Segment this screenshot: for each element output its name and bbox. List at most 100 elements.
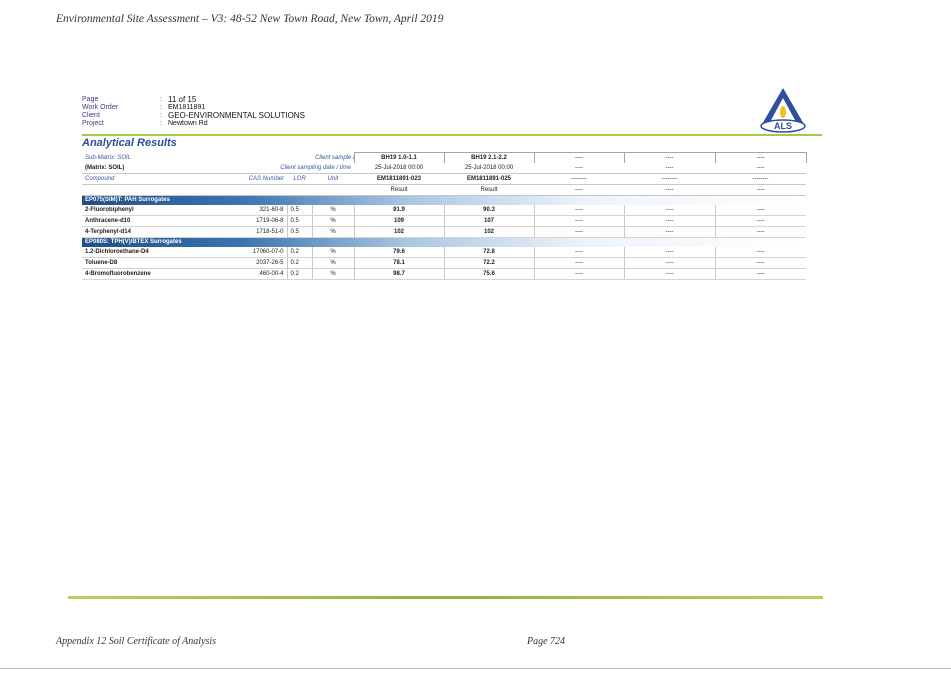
lab-id: EM1811891-025 (444, 173, 534, 185)
value-cell: 102 (353, 226, 444, 238)
info-row-project: Project : Newtown Rd (82, 120, 208, 127)
cas-cell: 1718-51-0 (232, 226, 287, 238)
section-header: EP080S: TPH(V)/BTEX Surrogates (82, 237, 806, 247)
value-cell: 98.7 (353, 268, 444, 280)
info-value: 11 of 15 (168, 95, 197, 104)
compound-header: Compound (82, 173, 232, 185)
value-cell: ---- (623, 257, 715, 269)
table-row: 4-Bromofluorobenzene 460-00-4 0.2 % 98.7… (82, 268, 806, 280)
lab-id: -------- (624, 173, 715, 185)
info-row-client: Client : GEO-ENVIRONMENTAL SOLUTIONS (82, 111, 305, 120)
unit-cell: % (311, 226, 354, 238)
value-cell: ---- (714, 205, 806, 216)
value-cell: ---- (533, 257, 624, 269)
value-cell: ---- (714, 257, 806, 269)
header-row-columns: Compound CAS Number LOR Unit EM1811891-0… (82, 173, 806, 185)
value-cell: ---- (623, 215, 715, 227)
table-row: Toluene-D8 2037-26-5 0.2 % 78.1 72.2 ---… (82, 257, 806, 269)
cas-cell: 2037-26-5 (232, 257, 287, 269)
table-row: Anthracene-d10 1719-06-8 0.5 % 109 107 -… (82, 215, 806, 227)
lor-cell: 0.2 (286, 257, 312, 269)
sample-date: 25-Jul-2018 00:00 (444, 163, 534, 174)
page-bottom-edge (0, 668, 951, 669)
value-cell: ---- (623, 247, 715, 258)
value-cell: 72.8 (443, 247, 534, 258)
lor-cell: 0.2 (286, 268, 312, 280)
unit-cell: % (311, 257, 354, 269)
result-label: ---- (715, 184, 806, 196)
sub-matrix: Sub-Matrix: SOIL (85, 154, 132, 161)
compound-cell: Toluene-D8 (82, 257, 232, 269)
lab-id: EM1811891-023 (354, 173, 444, 185)
cas-cell: 17060-07-0 (232, 247, 287, 258)
report-info: Page : 11 of 15 Work Order : EM1811891 C… (82, 96, 305, 128)
value-cell: 78.1 (353, 257, 444, 269)
client-sampling-label: Client sampling date / time (232, 163, 354, 174)
value-cell: ---- (533, 205, 624, 216)
result-label: Result (354, 184, 444, 196)
page-header: Environmental Site Assessment – V3: 48-5… (56, 13, 444, 25)
table-row: 2-Fluorobiphenyl 321-60-8 0.5 % 91.9 90.… (82, 205, 806, 216)
value-cell: 75.6 (443, 268, 534, 280)
unit-header: Unit (312, 173, 354, 185)
section-title: EP080S: TPH(V)/BTEX Surrogates (82, 237, 806, 247)
value-cell: 91.9 (353, 205, 444, 216)
info-key: Work Order (82, 104, 119, 111)
info-value: EM1811891 (168, 104, 206, 111)
value-cell: 109 (353, 215, 444, 227)
lor-cell: 0.5 (286, 215, 312, 227)
cas-cell: 460-00-4 (232, 268, 287, 280)
section-header: EP075(SIM)T: PAH Surrogates (82, 195, 806, 205)
lab-id: -------- (534, 173, 624, 185)
result-label: ---- (624, 184, 715, 196)
sample-id: BH19 2.1-2.2 (443, 152, 535, 163)
info-key: Project (82, 120, 104, 127)
table-row: 1.2-Dichloroethane-D4 17060-07-0 0.2 % 7… (82, 247, 806, 258)
result-label: Result (444, 184, 534, 196)
unit-cell: % (311, 247, 354, 258)
lor-cell: 0.5 (286, 205, 312, 216)
info-value: Newtown Rd (168, 120, 208, 127)
sample-id: BH19 1.0-1.1 (353, 152, 445, 163)
header-row-result: Result Result ---- ---- ---- (82, 184, 806, 196)
info-row-page: Page : 11 of 15 (82, 95, 197, 104)
compound-cell: 1.2-Dichloroethane-D4 (82, 247, 232, 258)
logo-text: ALS (774, 121, 792, 131)
sample-id: ---- (714, 152, 807, 163)
section-title: EP075(SIM)T: PAH Surrogates (82, 195, 806, 205)
lor-cell: 0.5 (286, 226, 312, 238)
value-cell: 79.6 (353, 247, 444, 258)
lor-header: LOR (287, 173, 312, 185)
value-cell: ---- (533, 268, 624, 280)
compound-cell: 2-Fluorobiphenyl (82, 205, 232, 216)
page-title: Analytical Results (82, 137, 177, 149)
cas-cell: 321-60-8 (232, 205, 287, 216)
header-row-date: (Matrix: SOIL) Client sampling date / ti… (82, 163, 806, 174)
value-cell: ---- (714, 247, 806, 258)
value-cell: ---- (714, 268, 806, 280)
info-value: GEO-ENVIRONMENTAL SOLUTIONS (168, 111, 305, 120)
cas-cell: 1719-06-8 (232, 215, 287, 227)
value-cell: 90.3 (443, 205, 534, 216)
results-table: Sub-Matrix: SOIL Client sample ID BH19 1… (82, 152, 807, 280)
value-cell: ---- (533, 226, 624, 238)
value-cell: ---- (533, 247, 624, 258)
footer-rule (68, 596, 823, 599)
matrix: (Matrix: SOIL) (82, 163, 232, 174)
footer-appendix: Appendix 12 Soil Certificate of Analysis (56, 636, 217, 647)
value-cell: 72.2 (443, 257, 534, 269)
value-cell: 107 (443, 215, 534, 227)
unit-cell: % (311, 215, 354, 227)
sample-date: 25-Jul-2018 00:00 (354, 163, 444, 174)
value-cell: ---- (623, 226, 715, 238)
result-label: ---- (534, 184, 624, 196)
sample-date: ---- (624, 163, 715, 174)
compound-cell: 4-Bromofluorobenzene (82, 268, 232, 280)
value-cell: ---- (623, 205, 715, 216)
compound-cell: Anthracene-d10 (82, 215, 232, 227)
sample-id: ---- (533, 152, 625, 163)
value-cell: 102 (443, 226, 534, 238)
value-cell: ---- (714, 215, 806, 227)
lab-id: -------- (715, 173, 806, 185)
header-row-sample-id: Sub-Matrix: SOIL Client sample ID BH19 1… (82, 152, 807, 163)
